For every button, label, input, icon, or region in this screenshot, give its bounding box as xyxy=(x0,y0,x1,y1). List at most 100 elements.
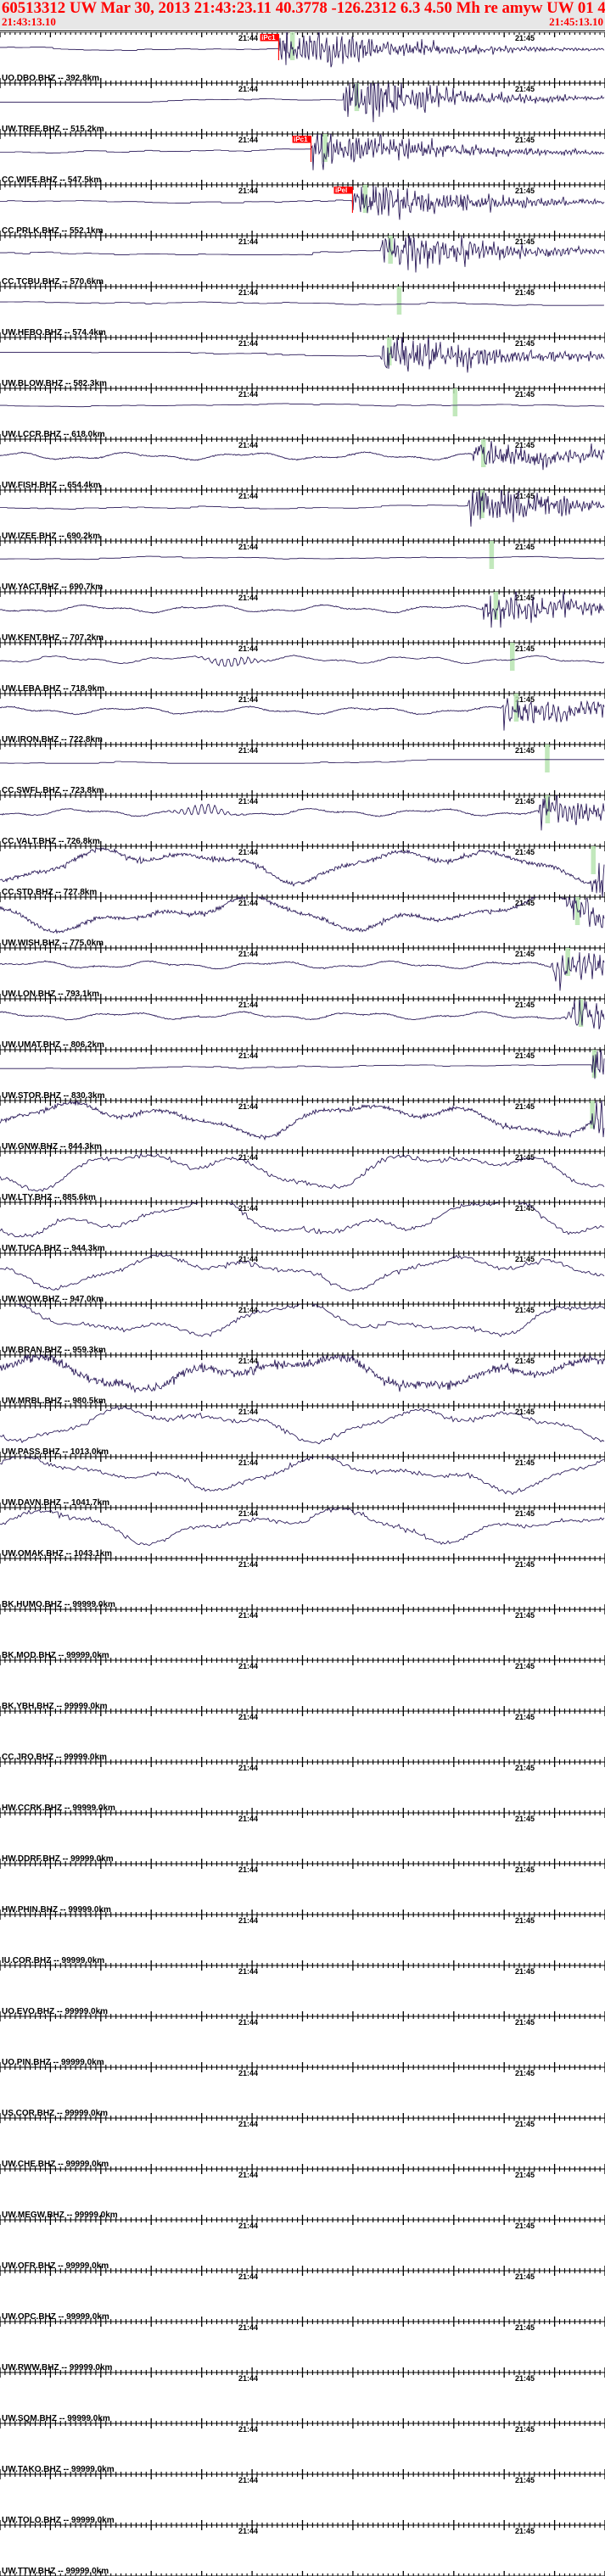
svg-text:CC.STD.BHZ -- 727.8km: CC.STD.BHZ -- 727.8km xyxy=(2,888,97,897)
svg-text:21:45: 21:45 xyxy=(515,1204,535,1213)
svg-text:21:44: 21:44 xyxy=(238,1357,258,1365)
svg-text:iPc1: iPc1 xyxy=(261,34,276,42)
svg-text:UW.IZEE.BHZ -- 690.2km: UW.IZEE.BHZ -- 690.2km xyxy=(2,532,100,541)
svg-text:21:44: 21:44 xyxy=(238,1916,258,1925)
svg-text:21:44: 21:44 xyxy=(238,1051,258,1060)
svg-text:UW.TAKO.BHZ -- 99999.0km: UW.TAKO.BHZ -- 99999.0km xyxy=(2,2465,115,2474)
svg-text:21:45: 21:45 xyxy=(515,339,535,348)
svg-text:21:44: 21:44 xyxy=(238,2527,258,2535)
svg-text:21:45: 21:45 xyxy=(515,187,535,195)
svg-text:21:44: 21:44 xyxy=(238,34,258,42)
svg-text:21:45: 21:45 xyxy=(515,1255,535,1263)
svg-text:21:45: 21:45 xyxy=(515,2272,535,2281)
svg-text:21:45: 21:45 xyxy=(515,1357,535,1365)
svg-text:UW.LON.BHZ -- 793.1km: UW.LON.BHZ -- 793.1km xyxy=(2,990,99,999)
svg-text:BK.MOD.BHZ -- 99999.0km: BK.MOD.BHZ -- 99999.0km xyxy=(2,1651,109,1660)
svg-text:21:44: 21:44 xyxy=(238,2222,258,2230)
svg-text:21:45: 21:45 xyxy=(515,644,535,653)
svg-text:21:44: 21:44 xyxy=(238,1255,258,1263)
svg-text:UW.PASS.BHZ -- 1013.0km: UW.PASS.BHZ -- 1013.0km xyxy=(2,1447,109,1457)
svg-text:21:44: 21:44 xyxy=(238,1611,258,1620)
svg-text:21:45: 21:45 xyxy=(515,2069,535,2077)
svg-text:UW.LTY.BHZ -- 885.6km: UW.LTY.BHZ -- 885.6km xyxy=(2,1193,96,1202)
svg-text:UW.WISH.BHZ -- 775.0km: UW.WISH.BHZ -- 775.0km xyxy=(2,939,104,948)
svg-text:21:44: 21:44 xyxy=(238,492,258,500)
svg-text:21:44: 21:44 xyxy=(238,2120,258,2128)
svg-text:21:45: 21:45 xyxy=(515,899,535,907)
svg-text:21:44: 21:44 xyxy=(238,1865,258,1874)
svg-text:21:45: 21:45 xyxy=(515,2527,535,2535)
svg-text:21:45: 21:45 xyxy=(515,1051,535,1060)
svg-text:UW.OFR.BHZ -- 99999.0km: UW.OFR.BHZ -- 99999.0km xyxy=(2,2261,109,2271)
svg-text:21:44: 21:44 xyxy=(238,1153,258,1162)
svg-text:21:44: 21:44 xyxy=(238,1408,258,1416)
svg-text:CC.VALT.BHZ -- 726.8km: CC.VALT.BHZ -- 726.8km xyxy=(2,837,100,846)
svg-text:21:45: 21:45 xyxy=(515,1458,535,1467)
svg-text:21:44: 21:44 xyxy=(238,1713,258,1721)
svg-text:UW.LCCR.BHZ -- 618.0km: UW.LCCR.BHZ -- 618.0km xyxy=(2,430,105,439)
svg-text:UW.LEBA.BHZ -- 718.9km: UW.LEBA.BHZ -- 718.9km xyxy=(2,684,104,694)
svg-text:21:44: 21:44 xyxy=(238,797,258,806)
svg-text:21:45: 21:45 xyxy=(515,441,535,449)
svg-text:21:45: 21:45 xyxy=(515,2018,535,2027)
svg-text:UW.MEGW.BHZ -- 99999.0km: UW.MEGW.BHZ -- 99999.0km xyxy=(2,2211,118,2220)
svg-text:UW.BLOW.BHZ -- 582.3km: UW.BLOW.BHZ -- 582.3km xyxy=(2,379,107,388)
svg-text:21:44: 21:44 xyxy=(238,237,258,246)
svg-text:21:44: 21:44 xyxy=(238,441,258,449)
svg-text:21:44: 21:44 xyxy=(238,848,258,856)
svg-text:UW.DAVN.BHZ -- 1041.7km: UW.DAVN.BHZ -- 1041.7km xyxy=(2,1498,109,1508)
svg-text:21:45: 21:45 xyxy=(515,2323,535,2332)
svg-text:iPc1: iPc1 xyxy=(294,136,308,143)
svg-text:21:45: 21:45 xyxy=(515,1815,535,1823)
svg-text:21:44: 21:44 xyxy=(238,1815,258,1823)
svg-text:21:44: 21:44 xyxy=(238,2425,258,2434)
svg-text:21:44: 21:44 xyxy=(238,390,258,399)
svg-text:21:44: 21:44 xyxy=(238,2476,258,2484)
svg-text:IU.COR.BHZ -- 99999.0km: IU.COR.BHZ -- 99999.0km xyxy=(2,1956,104,1965)
svg-text:UW.GNW.BHZ -- 844.3km: UW.GNW.BHZ -- 844.3km xyxy=(2,1142,102,1151)
svg-text:21:45: 21:45 xyxy=(515,797,535,806)
svg-text:21:45: 21:45 xyxy=(515,2222,535,2230)
svg-text:21:44: 21:44 xyxy=(238,1967,258,1976)
svg-text:21:44: 21:44 xyxy=(238,950,258,958)
svg-text:21:45: 21:45 xyxy=(515,2171,535,2179)
svg-text:BK.HUMO.BHZ -- 99999.0km: BK.HUMO.BHZ -- 99999.0km xyxy=(2,1600,115,1609)
svg-text:21:45: 21:45 xyxy=(515,1611,535,1620)
svg-text:21:45: 21:45 xyxy=(515,1865,535,1874)
svg-text:UW.HEBO.BHZ -- 574.4km: UW.HEBO.BHZ -- 574.4km xyxy=(2,328,106,337)
svg-text:UW.KENT.BHZ -- 707.2km: UW.KENT.BHZ -- 707.2km xyxy=(2,633,104,643)
svg-text:21:45: 21:45 xyxy=(515,1306,535,1314)
svg-text:CC.PRLK.BHZ -- 552.1km: CC.PRLK.BHZ -- 552.1km xyxy=(2,226,104,236)
svg-text:UW.WOW.BHZ -- 947.0km: UW.WOW.BHZ -- 947.0km xyxy=(2,1295,104,1304)
svg-text:21:44: 21:44 xyxy=(238,288,258,297)
svg-text:UW.MRBL.BHZ -- 980.5km: UW.MRBL.BHZ -- 980.5km xyxy=(2,1397,106,1406)
svg-text:21:44: 21:44 xyxy=(238,339,258,348)
svg-text:21:44: 21:44 xyxy=(238,136,258,144)
svg-text:21:45: 21:45 xyxy=(515,2476,535,2484)
svg-text:21:44: 21:44 xyxy=(238,1764,258,1772)
svg-text:US.COR.BHZ -- 99999.0km: US.COR.BHZ -- 99999.0km xyxy=(2,2109,108,2118)
svg-text:UO.DBO.BHZ -- 392.8km: UO.DBO.BHZ -- 392.8km xyxy=(2,74,99,83)
svg-text:UW.RWW.BHZ -- 99999.0km: UW.RWW.BHZ -- 99999.0km xyxy=(2,2363,113,2372)
svg-text:UW.TOLO.BHZ -- 99999.0km: UW.TOLO.BHZ -- 99999.0km xyxy=(2,2516,115,2525)
svg-text:21:44: 21:44 xyxy=(238,543,258,551)
svg-text:21:44: 21:44 xyxy=(238,2374,258,2383)
svg-text:21:45: 21:45 xyxy=(515,1764,535,1772)
svg-text:21:45: 21:45 xyxy=(515,237,535,246)
svg-text:UO.PIN.BHZ -- 99999.0km: UO.PIN.BHZ -- 99999.0km xyxy=(2,2058,104,2067)
svg-text:21:44: 21:44 xyxy=(238,1102,258,1111)
svg-text:21:44: 21:44 xyxy=(238,1662,258,1670)
svg-text:21:45: 21:45 xyxy=(515,390,535,399)
svg-text:21:44: 21:44 xyxy=(238,2272,258,2281)
svg-text:21:45: 21:45 xyxy=(515,543,535,551)
svg-text:21:44: 21:44 xyxy=(238,899,258,907)
svg-text:UW.FISH.BHZ -- 654.4km: UW.FISH.BHZ -- 654.4km xyxy=(2,481,101,490)
svg-text:21:45: 21:45 xyxy=(515,1713,535,1721)
svg-text:21:45: 21:45 xyxy=(515,1153,535,1162)
svg-text:21:44: 21:44 xyxy=(238,1458,258,1467)
svg-text:21:45: 21:45 xyxy=(515,746,535,755)
svg-text:UW.BRAN.BHZ -- 959.3km: UW.BRAN.BHZ -- 959.3km xyxy=(2,1346,106,1355)
svg-text:21:45: 21:45 xyxy=(515,1509,535,1518)
svg-text:21:45: 21:45 xyxy=(515,1560,535,1569)
svg-text:UW.TTW.BHZ -- 99999.0km: UW.TTW.BHZ -- 99999.0km xyxy=(2,2567,109,2576)
